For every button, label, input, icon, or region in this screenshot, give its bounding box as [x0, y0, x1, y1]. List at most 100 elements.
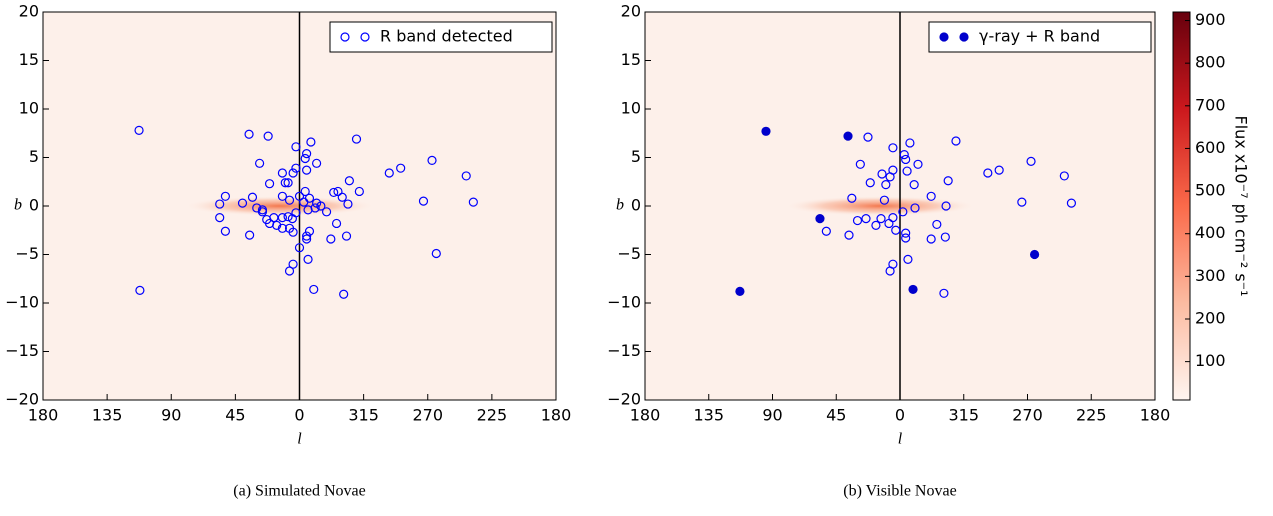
- data-point: [902, 166, 912, 176]
- legend-label: γ-ray + R band: [979, 27, 1100, 46]
- data-point: [288, 168, 298, 178]
- data-point: [329, 187, 339, 198]
- data-point: [302, 234, 312, 244]
- data-point: [277, 168, 287, 178]
- data-point: [905, 138, 915, 148]
- data-point: [427, 155, 437, 166]
- colorbar-label: Flux x10⁻⁷ ph cm⁻² s⁻¹: [1232, 115, 1251, 296]
- x-tick-label: 135: [92, 406, 123, 425]
- data-point: [943, 176, 953, 186]
- x-tick-label: 180: [1140, 406, 1171, 425]
- data-point: [264, 179, 275, 189]
- colorbar-tick-label: 500: [1195, 181, 1226, 200]
- caption: (b) Visible Novae: [843, 483, 956, 500]
- data-point: [735, 286, 745, 296]
- x-tick-label: 225: [477, 406, 508, 425]
- colorbar-tick-label: 200: [1195, 308, 1226, 327]
- data-point: [761, 126, 771, 136]
- x-tick-label: 315: [348, 406, 379, 425]
- y-tick-label: −10: [607, 293, 641, 312]
- data-point: [888, 213, 898, 223]
- x-tick-label: 225: [1076, 406, 1107, 425]
- data-point: [941, 201, 951, 211]
- data-point: [215, 199, 225, 209]
- data-point: [283, 178, 293, 188]
- data-point: [877, 169, 887, 179]
- data-point: [309, 284, 319, 295]
- data-point: [215, 213, 225, 223]
- data-point: [1017, 197, 1027, 207]
- y-tick-label: 5: [631, 147, 641, 166]
- data-point: [343, 199, 353, 209]
- data-point: [300, 186, 310, 197]
- data-point: [237, 198, 248, 208]
- data-point: [852, 215, 863, 226]
- data-point: [418, 196, 429, 206]
- data-point: [277, 191, 287, 201]
- data-point: [940, 232, 950, 242]
- data-point: [341, 231, 352, 241]
- data-point: [888, 259, 898, 269]
- y-tick-label: 20: [19, 2, 39, 21]
- data-point: [291, 208, 301, 218]
- data-point: [909, 180, 919, 190]
- data-point: [316, 201, 326, 211]
- colorbar: [1172, 11, 1191, 401]
- data-point: [468, 197, 478, 207]
- data-point: [891, 225, 901, 235]
- data-point: [396, 163, 406, 173]
- colorbar-tick-label: 400: [1195, 223, 1226, 242]
- data-point: [312, 158, 322, 168]
- data-point: [244, 129, 254, 139]
- x-tick-label: 90: [161, 406, 181, 425]
- data-point: [302, 149, 312, 159]
- data-point: [461, 171, 471, 181]
- data-point: [294, 243, 305, 253]
- y-tick-label: −10: [5, 293, 39, 312]
- data-point: [302, 165, 312, 175]
- data-point: [269, 213, 279, 223]
- data-point: [326, 234, 336, 244]
- data-point: [899, 149, 909, 160]
- data-point: [280, 178, 290, 188]
- legend-marker: [959, 32, 969, 42]
- y-tick-label: 15: [19, 50, 39, 69]
- colorbar-tick-label: 800: [1195, 53, 1226, 72]
- data-point: [815, 214, 825, 224]
- data-point: [257, 207, 268, 217]
- y-axis-label: b: [14, 197, 22, 214]
- caption: (a) Simulated Novae: [233, 483, 365, 500]
- data-point: [908, 284, 918, 295]
- data-point: [951, 136, 961, 146]
- y-tick-label: 10: [621, 99, 641, 118]
- x-tick-label: 270: [412, 406, 443, 425]
- data-point: [898, 207, 908, 217]
- y-tick-label: 15: [621, 50, 641, 69]
- data-point: [339, 289, 349, 299]
- data-point: [304, 193, 315, 203]
- legend-marker: [360, 32, 370, 42]
- data-point: [847, 193, 857, 203]
- data-point: [354, 186, 364, 197]
- data-point: [255, 158, 265, 168]
- y-tick-label: 0: [29, 196, 39, 215]
- data-point: [284, 223, 295, 233]
- x-tick-label: 180: [28, 406, 59, 425]
- data-point: [994, 165, 1004, 175]
- y-tick-label: −15: [5, 341, 39, 360]
- data-point: [431, 248, 441, 259]
- data-point: [344, 176, 354, 186]
- data-point: [865, 178, 875, 188]
- data-point: [913, 159, 923, 169]
- axes-frame: [644, 11, 1156, 401]
- x-tick-label: 0: [895, 406, 905, 425]
- data-point: [331, 218, 342, 229]
- data-point: [926, 191, 936, 201]
- y-tick-label: −15: [607, 341, 641, 360]
- data-point: [910, 203, 920, 213]
- data-point: [247, 192, 258, 202]
- data-point: [303, 254, 313, 264]
- legend-marker: [939, 32, 949, 42]
- data-point: [284, 195, 295, 205]
